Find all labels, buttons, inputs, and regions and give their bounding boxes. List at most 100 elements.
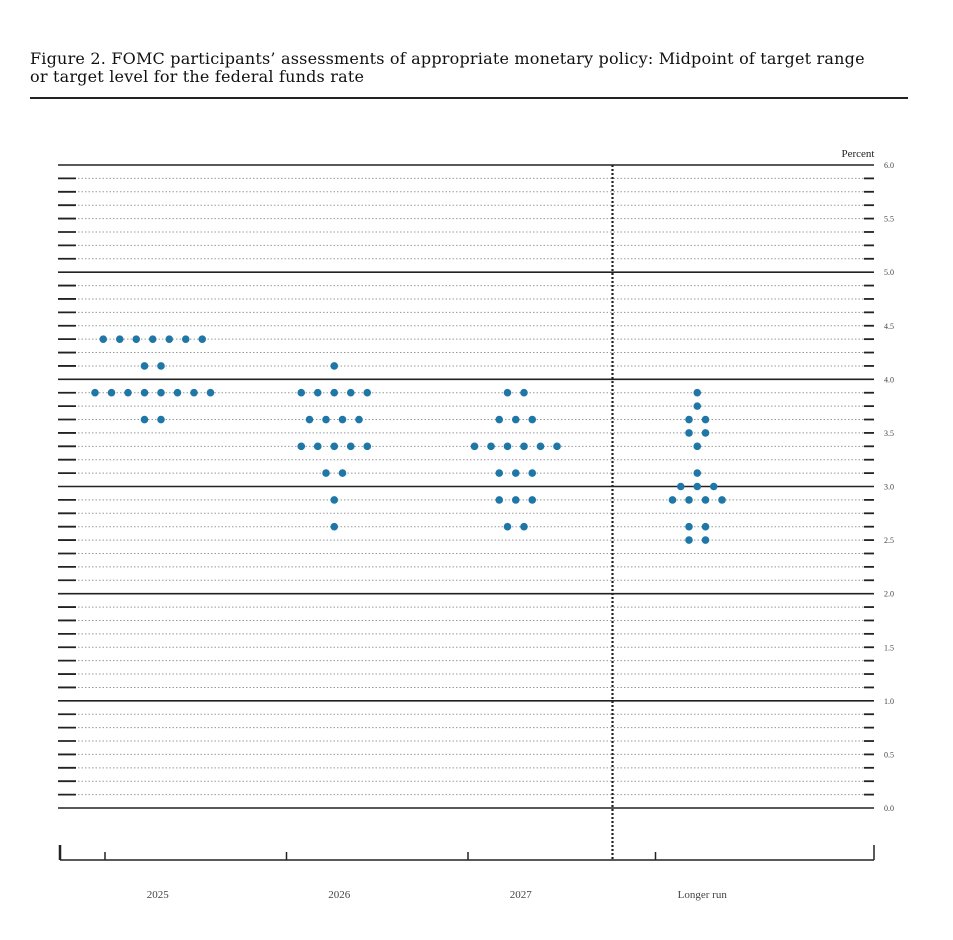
participant-dot	[701, 415, 710, 424]
participant-dot	[503, 442, 512, 451]
title-rule	[30, 97, 908, 99]
participant-dot	[297, 388, 306, 397]
y-tick-label: 4.5	[884, 322, 894, 331]
participant-dot	[338, 415, 347, 424]
participant-dot	[495, 496, 504, 504]
participant-dot	[338, 469, 347, 477]
y-tick-label: 2.5	[884, 536, 894, 545]
participant-dot	[685, 536, 693, 544]
participant-dot	[693, 482, 702, 491]
participant-dot	[685, 496, 693, 504]
participant-dot	[520, 442, 528, 451]
participant-dot	[503, 522, 512, 531]
participant-dot	[495, 469, 504, 477]
y-tick-label: 3.0	[884, 483, 894, 492]
participant-dot	[520, 522, 528, 531]
participant-dot	[157, 415, 165, 424]
participant-dot	[330, 388, 339, 397]
participant-dot	[511, 469, 520, 477]
participant-dot	[693, 388, 702, 397]
participant-dot	[701, 522, 710, 531]
participant-dot	[346, 442, 355, 451]
participant-dot	[330, 442, 339, 451]
x-category-label: 2026	[328, 889, 351, 901]
y-tick-labels: 0.0 0.5 1.0 1.5 2.0 2.5 3.0 3.5 4.0 4.5 5.0 5.5 6.0	[884, 161, 894, 813]
participant-dot	[503, 388, 512, 397]
participant-dot	[685, 429, 693, 437]
participant-dot	[206, 388, 215, 397]
participant-dot	[553, 442, 561, 451]
participant-dot	[528, 415, 537, 424]
grid-lines	[58, 164, 874, 860]
participant-dot	[487, 442, 495, 451]
figure-title-line-2: or target level for the federal funds ra…	[30, 67, 365, 86]
y-tick-label: 5.5	[884, 215, 894, 224]
participant-dot	[190, 388, 198, 397]
participant-dot	[305, 415, 314, 424]
y-tick-label: 1.0	[884, 697, 894, 706]
x-category-label: 2025	[147, 889, 170, 901]
participant-dot	[157, 362, 165, 370]
participant-dot	[313, 388, 322, 397]
y-tick-label: 0.0	[884, 804, 894, 813]
y-tick-label: 0.5	[884, 750, 894, 759]
y-tick-label: 2.0	[884, 590, 894, 599]
participant-dot	[701, 536, 710, 544]
participant-dot	[668, 496, 677, 504]
participant-dot	[511, 415, 520, 424]
x-category-label: 2027	[510, 889, 533, 901]
participant-dot	[495, 415, 504, 424]
participant-dot	[322, 415, 330, 424]
participant-dot	[676, 482, 685, 491]
y-tick-label: 1.5	[884, 643, 894, 652]
participant-dot	[297, 442, 306, 451]
participant-dot	[124, 388, 132, 397]
participant-dot	[346, 388, 355, 397]
figure-title-line-1: Figure 2. FOMC participants’ assessments…	[30, 49, 865, 68]
participant-dot	[148, 335, 157, 343]
participant-dot	[693, 469, 702, 477]
x-category-label: Longer run	[678, 889, 728, 901]
participant-dot	[107, 388, 116, 397]
figure-title: Figure 2. FOMC participants’ assessments…	[30, 50, 910, 86]
participant-dot	[363, 388, 372, 397]
participant-dot	[140, 415, 149, 424]
participant-dot	[165, 335, 174, 343]
participant-dot	[132, 335, 141, 343]
participant-dot	[536, 442, 545, 451]
y-axis-unit-label: Percent	[842, 148, 875, 160]
dots-layer	[91, 335, 726, 544]
participant-dot	[355, 415, 363, 424]
participant-dot	[685, 415, 693, 424]
participant-dot	[693, 442, 702, 451]
participant-dot	[330, 362, 339, 370]
participant-dot	[511, 496, 520, 504]
y-tick-label: 5.0	[884, 268, 894, 277]
participant-dot	[520, 388, 528, 397]
participant-dot	[91, 388, 99, 397]
participant-dot	[528, 469, 537, 477]
participant-dot	[140, 362, 149, 370]
participant-dot	[115, 335, 124, 343]
participant-dot	[322, 469, 330, 477]
participant-dot	[157, 388, 165, 397]
participant-dot	[701, 496, 710, 504]
participant-dot	[709, 482, 718, 491]
y-tick-label: 3.5	[884, 429, 894, 438]
participant-dot	[140, 388, 149, 397]
participant-dot	[470, 442, 479, 451]
participant-dot	[701, 429, 710, 437]
participant-dot	[330, 522, 339, 531]
participant-dot	[99, 335, 108, 343]
participant-dot	[528, 496, 537, 504]
x-axis: 2025 2026 2027 Longer run	[58, 845, 875, 901]
y-tick-label: 6.0	[884, 161, 894, 170]
participant-dot	[363, 442, 372, 451]
participant-dot	[173, 388, 182, 397]
participant-dot	[181, 335, 190, 343]
participant-dot	[198, 335, 207, 343]
participant-dot	[313, 442, 322, 451]
participant-dot	[330, 496, 339, 504]
y-tick-label: 4.0	[884, 375, 894, 384]
participant-dot	[685, 522, 693, 531]
